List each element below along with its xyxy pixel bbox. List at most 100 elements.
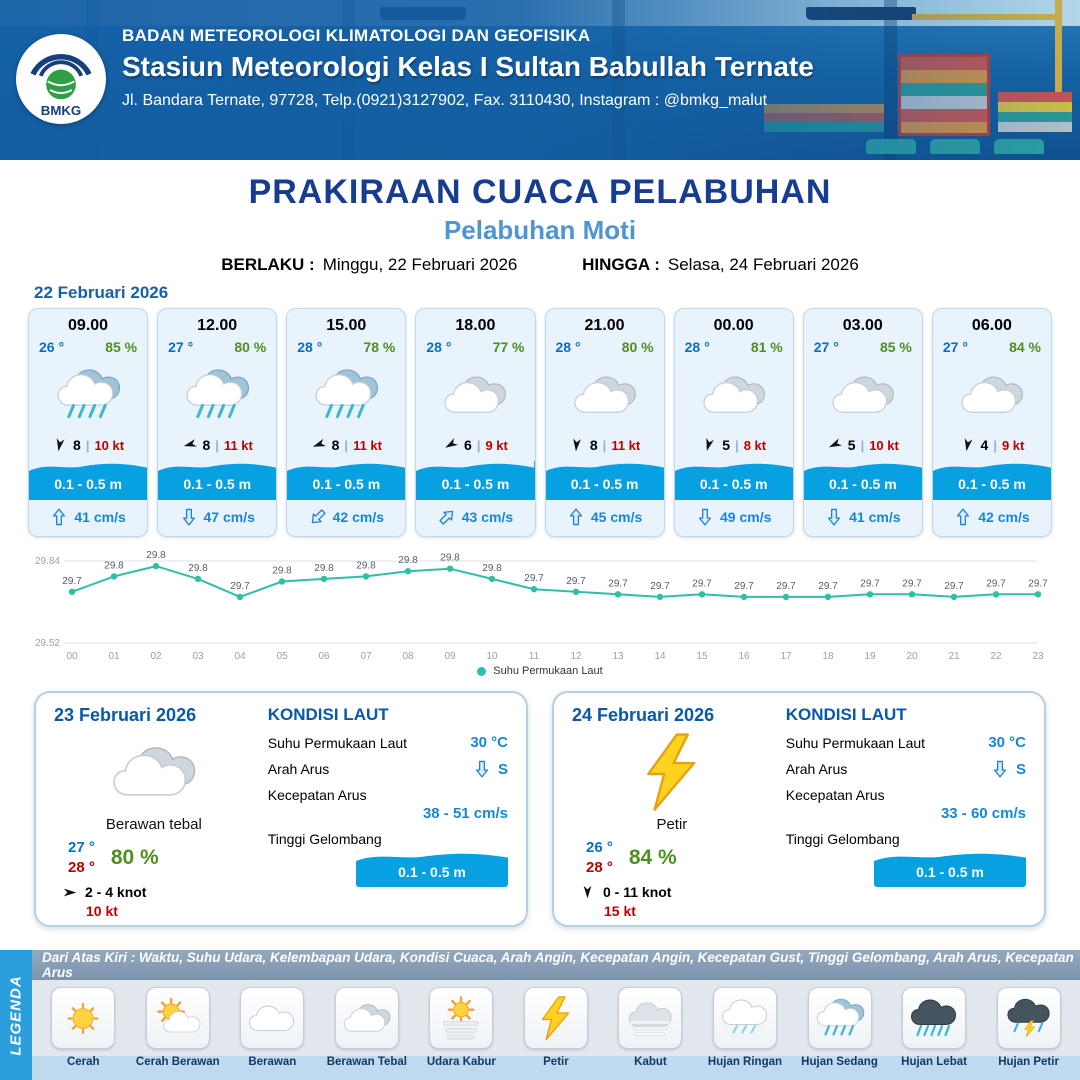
daily-temp-min: 27 ° — [68, 839, 95, 856]
current-speed: 43 cm/s — [461, 509, 514, 525]
wind-gust: 11 kt — [353, 437, 382, 453]
wind-direction-icon — [308, 435, 329, 456]
current-speed: 41 cm/s — [849, 509, 901, 525]
wind-gust: 10 kt — [94, 437, 125, 453]
rain-mid-weather-icon — [287, 355, 405, 435]
wind-gust: 8 kt — [743, 437, 767, 453]
wind-direction-icon — [824, 434, 845, 455]
fog-legend-icon — [618, 987, 683, 1049]
current-direction-label: Arah Arus — [785, 761, 848, 777]
wind-speed: 4 — [980, 437, 989, 453]
card-humidity: 85 % — [879, 339, 912, 355]
wave-height-value: 0.1 - 0.5 m — [570, 476, 639, 492]
wave-height-band: 0.1 - 0.5 m — [287, 461, 406, 500]
rain-light-legend-icon — [712, 987, 777, 1049]
svg-text:29.7: 29.7 — [986, 578, 1006, 589]
wave-height-value: 0.1 - 0.5 m — [916, 864, 984, 880]
legend-item: Hujan Petir — [984, 987, 1074, 1068]
card-temperature: 27 ° — [168, 339, 194, 355]
daily-wind-range: 0 - 11 knot — [603, 883, 672, 900]
daily-wind-gust: 10 kt — [86, 902, 118, 919]
hourly-forecast-card: 06.00 27 ° 84 % 4 | 9 kt 0.1 - 0.5 m 42 cm/s — [931, 308, 1052, 537]
daily-forecast-card: 23 Februari 2026 Berawan tebal 27 ° 28 ° 80 … — [34, 691, 528, 927]
card-temperature: 28 ° — [555, 339, 581, 355]
rain-heavy-legend-icon — [902, 987, 967, 1049]
wave-height-value: 0.1 - 0.5 m — [398, 864, 466, 880]
wind-direction-icon — [699, 435, 719, 455]
cloud-thick-legend-icon — [334, 987, 399, 1049]
wave-height-band: 0.1 - 0.5 m — [545, 461, 664, 500]
cloud-thick-weather-icon — [675, 355, 793, 435]
svg-text:29.7: 29.7 — [860, 578, 880, 589]
hourly-forecast-card: 09.00 26 ° 85 % 8 | 10 kt 0.1 - 0.5 m 41 cm/s — [28, 308, 149, 537]
card-humidity: 81 % — [750, 339, 783, 355]
wind-gust: 11 kt — [611, 437, 641, 453]
svg-text:09: 09 — [444, 651, 456, 662]
wave-height-value: 0.1 - 0.5 m — [312, 476, 381, 492]
rain-mid-weather-icon — [158, 355, 276, 435]
wind-speed: 6 — [464, 437, 472, 453]
wave-height-band: 0.1 - 0.5 m — [158, 461, 277, 500]
legend-main: Dari Atas Kiri : Waktu, Suhu Udara, Kele… — [32, 950, 1080, 1080]
current-speed: 41 cm/s — [74, 509, 126, 525]
haze-legend-icon — [429, 987, 494, 1049]
svg-text:29.7: 29.7 — [776, 581, 796, 592]
current-direction-label: Arah Arus — [267, 761, 330, 777]
current-direction-icon — [434, 504, 459, 529]
svg-text:29.7: 29.7 — [734, 581, 754, 592]
card-temperature: 28 ° — [297, 339, 323, 355]
station-name: Stasiun Meteorologi Kelas I Sultan Babul… — [122, 51, 814, 82]
current-direction-icon — [991, 760, 1009, 778]
current-direction-value: S — [1015, 760, 1026, 778]
wave-height-band: 0.1 - 0.5 m — [803, 461, 922, 500]
card-humidity: 80 % — [621, 339, 654, 355]
wind-gust: 9 kt — [485, 437, 508, 453]
legend-sidebar: LEGENDA — [0, 950, 32, 1080]
legend-item: Hujan Ringan — [700, 987, 790, 1068]
hourly-forecast-row: 09.00 26 ° 85 % 8 | 10 kt 0.1 - 0.5 m 41 cm/s 12… — [28, 308, 1052, 537]
card-humidity: 78 % — [363, 339, 396, 355]
legend-item-label: Petir — [543, 1056, 569, 1068]
hourly-forecast-card: 21.00 28 ° 80 % 8 | 11 kt 0.1 - 0.5 m 45 cm/s — [544, 308, 665, 537]
wave-height-band: 0.1 - 0.5 m — [932, 461, 1051, 500]
bmkg-logo: BMKG — [16, 34, 106, 124]
legend-item-label: Cerah Berawan — [135, 1056, 220, 1068]
legend-item: Kabut — [605, 987, 695, 1068]
valid-from-value: Minggu, 22 Februari 2026 — [322, 255, 518, 274]
daily-forecast-card: 24 Februari 2026 Petir 26 ° 28 ° 84 % 0 - 11 … — [552, 691, 1046, 927]
wind-speed: 5 — [722, 437, 731, 453]
wave-height-value: 0.1 - 0.5 m — [441, 476, 510, 492]
wind-speed: 8 — [73, 437, 81, 453]
sun-legend-icon — [51, 987, 116, 1049]
legend-item: Hujan Sedang — [795, 987, 885, 1068]
legend-sidebar-label: LEGENDA — [7, 974, 25, 1056]
ship-graphic — [380, 7, 466, 20]
separator: | — [860, 437, 865, 453]
legend-item: Berawan — [227, 987, 317, 1068]
sst-line-chart: 29.84 29.52 29.7 00 29.8 01 29.8 02 29.8 03 29.7 04… — [35, 550, 1048, 662]
svg-text:29.8: 29.8 — [356, 560, 376, 571]
svg-text:05: 05 — [276, 651, 288, 662]
forecast-date: 22 Februari 2026 — [34, 283, 169, 302]
wind-gust: 10 kt — [869, 437, 899, 453]
wind-direction-icon — [62, 884, 78, 900]
legend-series-name: Suhu Permukaan Laut — [493, 665, 603, 677]
wave-height-band: 0.1 - 0.5 m — [416, 461, 535, 500]
sky-graphic — [0, 0, 1080, 26]
current-direction-icon — [567, 508, 585, 526]
sst-label: Suhu Permukaan Laut — [785, 734, 926, 751]
svg-text:04: 04 — [234, 651, 246, 662]
validity-period: BERLAKU : Minggu, 22 Februari 2026 HINGGA… — [0, 255, 1080, 275]
current-speed: 42 cm/s — [978, 509, 1030, 525]
agency-name: BADAN METEOROLOGI KLIMATOLOGI DAN GEOFIS… — [122, 26, 591, 45]
svg-text:06: 06 — [318, 651, 330, 662]
wind-direction-icon — [180, 435, 200, 455]
rain-mid-legend-icon — [807, 987, 872, 1049]
svg-text:15: 15 — [696, 651, 708, 662]
svg-text:19: 19 — [864, 651, 876, 662]
card-time: 15.00 — [326, 317, 367, 334]
svg-text:29.8: 29.8 — [398, 555, 418, 566]
separator: | — [85, 437, 90, 453]
cloud-thick-weather-icon — [546, 355, 664, 435]
